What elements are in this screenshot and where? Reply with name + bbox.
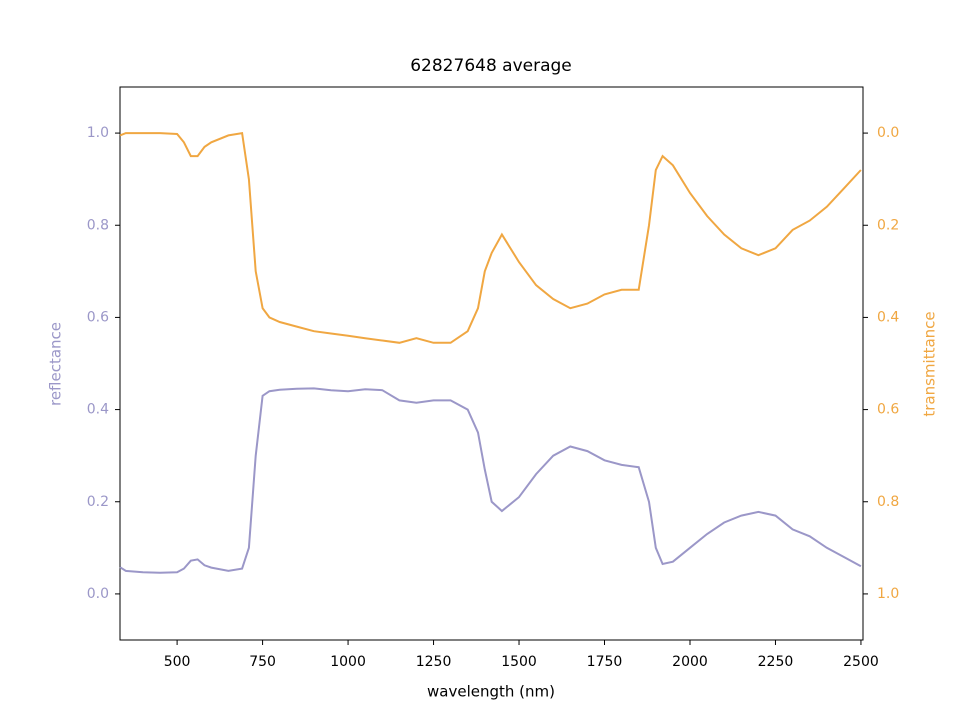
y2-tick-label: 0.4 xyxy=(877,309,899,325)
y2-tick-label: 0.2 xyxy=(877,217,899,233)
x-tick-label: 2250 xyxy=(758,654,794,670)
x-tick-label: 500 xyxy=(164,654,191,670)
x-tick-label: 2000 xyxy=(672,654,708,670)
x-tick-label: 1250 xyxy=(416,654,452,670)
y2-tick-label: 0.6 xyxy=(877,402,899,418)
y-axis-label: reflectance xyxy=(47,322,65,406)
x-tick-label: 750 xyxy=(249,654,276,670)
x-axis-label: wavelength (nm) xyxy=(427,683,555,701)
y-tick-label: 1.0 xyxy=(87,125,109,141)
y2-tick-label: 0.0 xyxy=(877,125,899,141)
data-line xyxy=(119,387,862,574)
y2-tick-label: 0.8 xyxy=(877,494,899,510)
x-tick-label: 1750 xyxy=(587,654,623,670)
x-tick-label: 1000 xyxy=(330,654,366,670)
chart-title: 62827648 average xyxy=(410,56,572,76)
y-tick-label: 0.8 xyxy=(87,217,109,233)
data-line xyxy=(119,131,862,344)
plot-frame xyxy=(119,86,864,641)
y2-axis-label: transmittance xyxy=(921,311,939,416)
y-tick-label: 0.2 xyxy=(87,494,109,510)
y-tick-label: 0.4 xyxy=(87,402,109,418)
y-tick-label: 0.0 xyxy=(87,586,109,602)
y2-tick-label: 1.0 xyxy=(877,586,899,602)
y-tick-label: 0.6 xyxy=(87,309,109,325)
x-tick-label: 2500 xyxy=(843,654,879,670)
x-tick-label: 1500 xyxy=(501,654,537,670)
